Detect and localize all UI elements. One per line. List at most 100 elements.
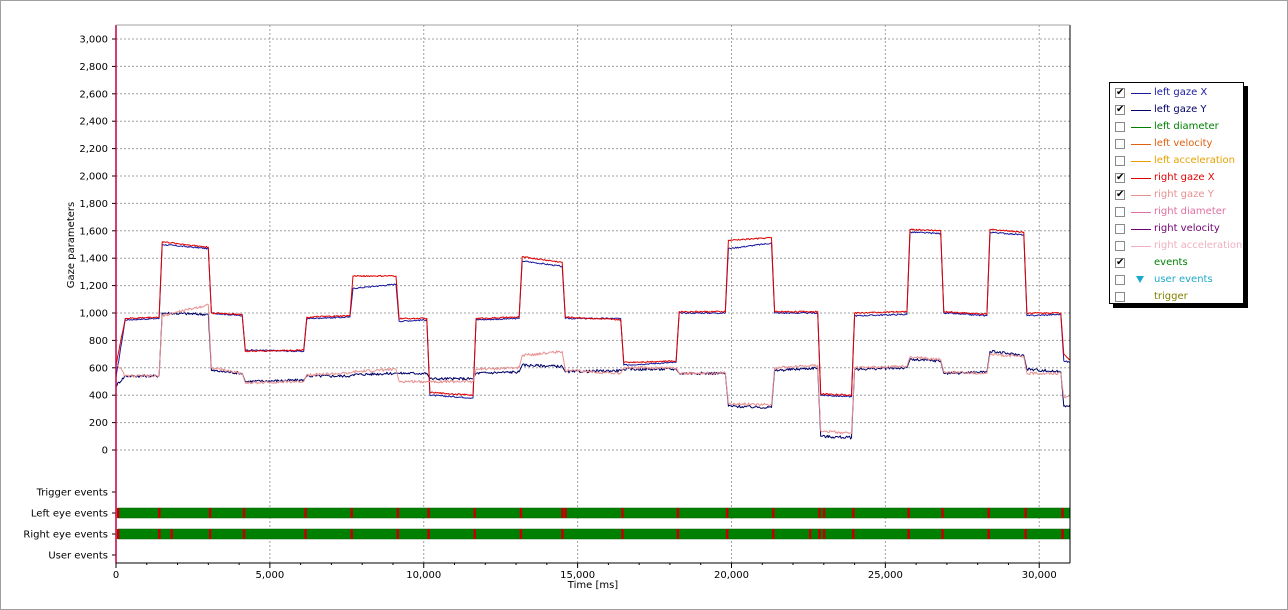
legend-item-right-gaze-Y[interactable]: ✔ right gaze Y: [1110, 186, 1243, 203]
legend-item-trigger[interactable]: trigger: [1110, 288, 1243, 305]
legend-item-right-velocity[interactable]: right velocity: [1110, 220, 1243, 237]
legend-item-right-diameter[interactable]: right diameter: [1110, 203, 1243, 220]
legend-swatch: [1131, 241, 1151, 251]
legend-swatch: [1131, 105, 1151, 115]
legend-item-left-velocity[interactable]: left velocity: [1110, 135, 1243, 152]
y-tick-label: 1,600: [79, 226, 108, 237]
legend-item-left-diameter[interactable]: left diameter: [1110, 118, 1243, 135]
legend-label: left gaze X: [1154, 87, 1208, 98]
legend-item-left-acceleration[interactable]: left acceleration: [1110, 152, 1243, 169]
right-gaze-x-series: [115, 228, 1071, 396]
left-eye-events-mark: [1024, 508, 1027, 518]
y-tick-label: 400: [89, 391, 108, 402]
axes: [115, 24, 1071, 564]
legend-checkbox[interactable]: ✔: [1115, 188, 1125, 200]
x-tick-label: 25,000: [868, 570, 903, 581]
left-eye-events-mark: [987, 508, 990, 518]
legend-checkbox[interactable]: [1115, 291, 1125, 302]
x-axis-title: Time [ms]: [567, 580, 619, 591]
right-eye-events-mark: [987, 529, 990, 539]
legend-swatch: [1131, 122, 1151, 132]
legend-checkbox[interactable]: ✔: [1115, 171, 1125, 183]
y-tick-label: 1,400: [79, 254, 108, 265]
legend-label: right gaze X: [1154, 172, 1215, 183]
legend-swatch: [1131, 88, 1151, 98]
right-eye-events-mark: [772, 529, 775, 539]
legend-swatch: [1131, 224, 1151, 234]
legend-item-user-events[interactable]: user events: [1110, 271, 1243, 288]
right-eye-events-mark: [621, 529, 624, 539]
x-tick-label: 5,000: [256, 570, 285, 581]
right-eye-events-mark: [396, 529, 400, 539]
legend-checkbox[interactable]: [1115, 274, 1125, 285]
right-gaze-y-series: [115, 303, 1071, 435]
x-tick-label: 0: [113, 570, 119, 581]
legend-item-left-gaze-X[interactable]: ✔ left gaze X: [1110, 84, 1243, 101]
legend-checkbox[interactable]: [1115, 155, 1125, 166]
y-tick-label: 1,200: [79, 281, 108, 292]
legend-item-events[interactable]: ✔ events: [1110, 254, 1243, 271]
legend-label: trigger: [1154, 291, 1188, 302]
right-eye-events-mark: [519, 529, 523, 539]
x-tick-label: 30,000: [1022, 570, 1057, 581]
y-tick-label: 1,000: [79, 309, 108, 320]
left-eye-events-mark: [676, 508, 680, 518]
right-eye-events-mark: [808, 529, 812, 539]
right-eye-events-label: Right eye events: [23, 530, 108, 541]
right-eye-events-mark: [170, 529, 173, 539]
left-eye-events-mark: [427, 508, 430, 518]
x-axis-ticks: 0 5,000 10,000 15,000 20,000 25,000 30,000: [113, 563, 1057, 581]
legend-label: left diameter: [1154, 121, 1219, 132]
legend-label: right acceleration: [1154, 240, 1243, 251]
right-eye-events-mark: [427, 529, 430, 539]
left-eye-events-mark: [350, 508, 353, 518]
left-eye-events-mark: [304, 508, 307, 518]
legend-label: right gaze Y: [1154, 189, 1214, 200]
legend-checkbox[interactable]: [1115, 240, 1125, 251]
legend-item-left-gaze-Y[interactable]: ✔ left gaze Y: [1110, 101, 1243, 118]
legend-checkbox[interactable]: [1115, 223, 1125, 234]
legend-swatch: [1131, 139, 1151, 149]
left-eye-events-mark: [772, 508, 775, 518]
y-tick-label: 200: [89, 418, 108, 429]
right-eye-events-mark: [822, 529, 826, 539]
left-eye-events-mark: [907, 508, 910, 518]
legend-checkbox[interactable]: [1115, 138, 1125, 149]
left-eye-events-mark: [818, 508, 821, 518]
right-eye-events-mark: [350, 529, 353, 539]
y-tick-label: 0: [102, 446, 108, 457]
legend-checkbox[interactable]: ✔: [1115, 103, 1125, 115]
legend-checkbox[interactable]: ✔: [1115, 86, 1125, 98]
legend-swatch: [1131, 173, 1151, 183]
legend-swatch: [1131, 156, 1151, 166]
right-eye-events-mark: [242, 529, 246, 539]
left-gaze-x-series: [115, 231, 1071, 399]
right-eye-events-mark: [907, 529, 910, 539]
left-eye-events-mark: [852, 508, 855, 518]
legend-item-right-gaze-X[interactable]: ✔ right gaze X: [1110, 169, 1243, 186]
trigger-events-label: Trigger events: [36, 488, 108, 499]
right-eye-events-mark: [852, 529, 855, 539]
x-tick-label: 15,000: [560, 570, 595, 581]
left-eye-events-mark: [725, 508, 729, 518]
y-axis-ticks: 0 200 400 600 800 1,000 1,200 1,400 1,600 1,800 2,…: [79, 35, 116, 457]
legend-checkbox[interactable]: ✔: [1115, 256, 1125, 268]
left-eye-events-mark: [941, 508, 944, 518]
y-tick-label: 2,400: [79, 117, 108, 128]
right-eye-events-mark: [1061, 529, 1064, 539]
left-eye-events-mark: [519, 508, 523, 518]
legend-checkbox[interactable]: [1115, 206, 1125, 217]
user-events-label: User events: [48, 551, 108, 562]
legend-label: left acceleration: [1154, 155, 1235, 166]
legend-item-right-acceleration[interactable]: right acceleration: [1110, 237, 1243, 254]
y-tick-label: 2,200: [79, 144, 108, 155]
left-eye-events-label: Left eye events: [31, 509, 108, 520]
right-eye-events-mark: [818, 529, 821, 539]
legend-swatch: [1131, 190, 1151, 200]
left-eye-events-mark: [158, 508, 161, 518]
grid-lines: [115, 25, 1070, 563]
x-tick-label: 20,000: [714, 570, 749, 581]
right-eye-events-mark: [473, 529, 477, 539]
legend-checkbox[interactable]: [1115, 121, 1125, 132]
